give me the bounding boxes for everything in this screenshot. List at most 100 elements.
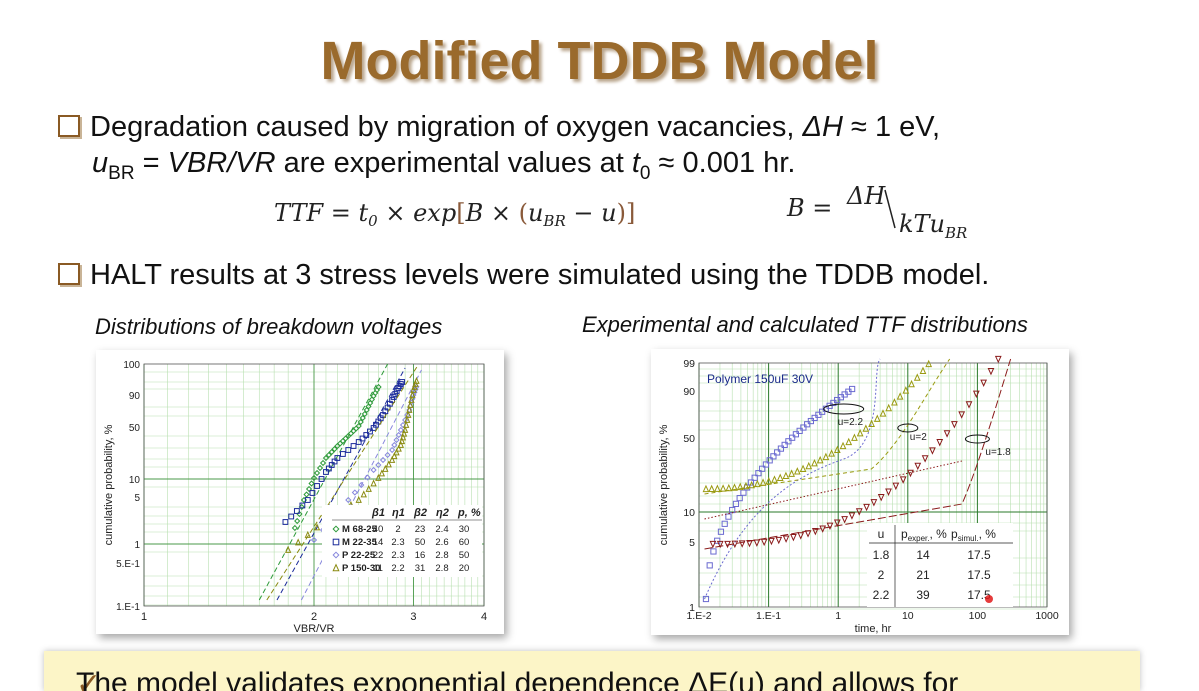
- data-point: [759, 465, 766, 472]
- table-box: [867, 523, 1013, 607]
- data-point: [822, 452, 830, 461]
- data-point: [736, 495, 743, 502]
- data-point: [839, 441, 847, 450]
- data-point: [388, 455, 396, 463]
- x-tick-label: 1.E-2: [686, 610, 711, 622]
- data-point: [896, 392, 904, 400]
- annotation-ellipse: [823, 403, 865, 415]
- data-point: [775, 536, 783, 545]
- data-point: [400, 429, 408, 437]
- data-point: [965, 401, 973, 409]
- data-point: [919, 366, 927, 375]
- data-point: [972, 390, 980, 399]
- data-point: [828, 449, 835, 457]
- ttf-distribution-chart: 1.E-2 1.E-1 1 10 100 1000 99 90 50 10 5 1 time, hr cu…: [651, 349, 1069, 635]
- data-point: [397, 440, 405, 448]
- data-point: [378, 469, 386, 477]
- data-point: [399, 421, 407, 429]
- table-header: pexper., %: [901, 527, 947, 543]
- data-point: [382, 464, 389, 472]
- legend-header: η1: [392, 507, 405, 519]
- chart-title: Polymer 150uF 30V: [707, 372, 813, 386]
- data-point: [391, 452, 398, 460]
- data-point: [322, 454, 330, 462]
- legend-value: 2.8: [435, 563, 448, 574]
- data-point: [379, 456, 387, 464]
- data-point: [392, 391, 399, 397]
- data-point: [771, 475, 778, 483]
- data-point: [313, 523, 321, 531]
- data-point: [785, 438, 792, 445]
- u-symbol: u: [92, 147, 109, 179]
- data-point: [762, 461, 770, 468]
- caption-right: Experimental and calculated TTF distribu…: [582, 312, 1028, 337]
- data-point: [816, 455, 824, 464]
- x-tick-label: 4: [481, 611, 487, 623]
- bullet1-text-b: ≈ 1 eV,: [842, 111, 941, 143]
- fit-line: [704, 358, 881, 600]
- data-point: [777, 445, 785, 452]
- data-point: [958, 411, 966, 419]
- data-point: [361, 410, 368, 418]
- data-point: [863, 503, 870, 512]
- x-tick-label: 100: [969, 610, 987, 622]
- data-point: [797, 532, 805, 540]
- data-point: [870, 499, 878, 507]
- y-tick-label: 5: [689, 537, 695, 549]
- breakdown-voltage-chart: 1 2 3 4 100 90 50 10 5 1 5.E-1 1.E-1 VBR/VR cumulativ…: [96, 350, 504, 634]
- data-point: [702, 595, 710, 603]
- data-point: [389, 397, 396, 403]
- data-point: [331, 445, 338, 453]
- data-point: [862, 424, 870, 432]
- y-axis-label: cumulative probability, %: [658, 424, 670, 545]
- data-point: [774, 449, 781, 456]
- data-point: [849, 385, 856, 393]
- bullet-halt: HALT results at 3 stress levels were sim…: [58, 258, 989, 292]
- data-point: [914, 462, 922, 471]
- data-point: [907, 469, 914, 478]
- table-cell: 39: [916, 588, 930, 602]
- data-point: [848, 512, 856, 520]
- data-point: [409, 390, 416, 398]
- data-point: [308, 480, 315, 487]
- y-axis-label: cumulative probability, %: [103, 424, 115, 545]
- data-point: [316, 464, 324, 472]
- x-tick-label: 1: [141, 611, 147, 623]
- data-point: [304, 497, 311, 503]
- data-point: [760, 538, 768, 547]
- legend-value: 50: [415, 537, 426, 548]
- data-point: [759, 478, 767, 486]
- data-point: [902, 386, 910, 394]
- pointer-dot: [985, 595, 993, 603]
- data-point: [397, 426, 404, 434]
- legend-value: 16: [415, 550, 426, 561]
- data-point: [364, 474, 371, 481]
- vbr-vr-symbol: VBR/VR: [167, 147, 276, 179]
- data-point: [399, 379, 406, 385]
- legend-value: 30: [459, 524, 470, 535]
- data-point: [360, 490, 367, 498]
- svg-text:B = ΔH: B = ΔH: [786, 182, 886, 222]
- data-point: [776, 473, 784, 481]
- formula-b: B = ΔH kTuBR: [786, 182, 967, 240]
- plot-frame: [143, 363, 485, 607]
- checkbox-bullet-icon: [58, 115, 80, 137]
- data-point: [891, 398, 898, 406]
- y-tick-label: 100: [123, 360, 140, 371]
- data-point: [314, 483, 320, 489]
- data-point: [375, 383, 382, 391]
- data-point: [790, 534, 797, 542]
- data-point: [768, 537, 775, 546]
- legend-value: 23: [415, 524, 426, 535]
- legend-series-name: M 22-35: [342, 537, 378, 548]
- data-point: [994, 355, 1002, 364]
- data-point: [303, 491, 310, 498]
- data-point: [375, 461, 382, 469]
- data-point: [299, 502, 306, 509]
- equals-text: =: [134, 147, 168, 179]
- data-point: [365, 484, 372, 492]
- conclusion-banner: ✓ The model validates exponential depend…: [44, 651, 1140, 691]
- data-point: [413, 376, 420, 384]
- data-point: [755, 470, 762, 477]
- x-axis-label: VBR/VR: [294, 623, 335, 634]
